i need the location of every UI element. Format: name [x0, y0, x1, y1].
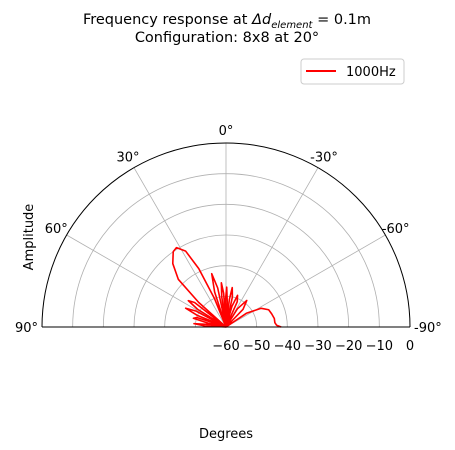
radial-tick-label: −60 — [212, 339, 239, 354]
title-suffix: = 0.1m — [312, 12, 371, 28]
angular-grid-line — [225, 234, 386, 328]
theta-tick-label: 0° — [219, 124, 234, 139]
series-curves — [171, 246, 282, 328]
polar-frame — [41, 142, 411, 328]
title-subscript: element — [271, 20, 313, 31]
outer-arc — [41, 142, 411, 328]
chart-title: Frequency response at Δdelement = 0.1m — [83, 12, 371, 31]
series-line-1000Hz — [171, 246, 282, 328]
angular-grid-line — [225, 167, 319, 328]
legend-label: 1000Hz — [346, 65, 396, 80]
legend: 1000Hz — [300, 58, 405, 85]
theta-tick-label: 30° — [116, 150, 139, 165]
angular-grid-line — [133, 167, 227, 328]
theta-tick-labels: 0° 30° -30° 60° -60° 90° -90° — [15, 124, 442, 336]
legend-frame — [300, 58, 405, 85]
radial-tick-label: 0 — [406, 339, 414, 354]
theta-tick-label: -30° — [310, 150, 338, 165]
theta-tick-label: -90° — [414, 321, 442, 336]
y-axis-label: Amplitude — [22, 204, 37, 271]
title-prefix: Frequency response at — [83, 12, 252, 28]
svg-text:Frequency response at Δdelemen: Frequency response at Δdelement = 0.1m — [83, 12, 371, 31]
theta-tick-label: 60° — [45, 222, 68, 237]
radial-tick-label: −40 — [274, 339, 301, 354]
theta-tick-label: 90° — [15, 321, 38, 336]
radial-tick-label: −50 — [243, 339, 270, 354]
theta-tick-label: -60° — [382, 222, 410, 237]
radial-tick-label: −20 — [335, 339, 362, 354]
radial-tick-labels: −60 −50 −40 −30 −20 −10 0 — [212, 339, 414, 354]
radial-tick-label: −10 — [366, 339, 393, 354]
chart-subtitle: Configuration: 8x8 at 20° — [135, 30, 319, 46]
x-axis-label: Degrees — [199, 427, 253, 442]
angular-grid-line — [66, 234, 227, 328]
radial-tick-label: −30 — [304, 339, 331, 354]
title-symbol: Δd — [251, 12, 272, 28]
